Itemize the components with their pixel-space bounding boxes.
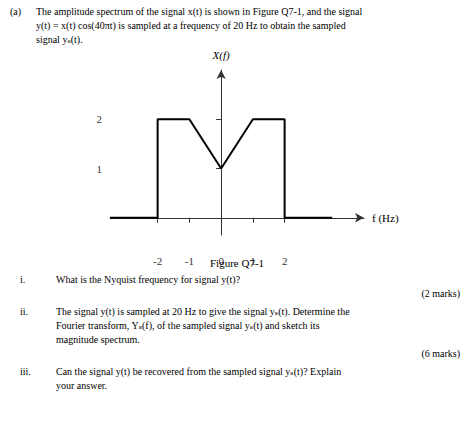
svg-text:y(t) = x(t) cos(40πt) is sampl: y(t) = x(t) cos(40πt) is sampled at a fr…	[36, 20, 346, 32]
svg-text:magnitude spectrum.: magnitude spectrum.	[56, 334, 140, 345]
svg-text:(2 marks): (2 marks)	[421, 288, 460, 300]
svg-text:2: 2	[282, 255, 288, 267]
svg-text:f (Hz): f (Hz)	[372, 212, 399, 225]
svg-text:X(f): X(f)	[212, 49, 230, 62]
svg-text:What is the Nyquist frequency: What is the Nyquist frequency for signal…	[56, 274, 241, 286]
svg-text:ii.: ii.	[20, 306, 28, 317]
svg-text:The amplitude spectrum of the: The amplitude spectrum of the signal x(t…	[36, 6, 363, 18]
svg-text:(6 marks): (6 marks)	[421, 348, 460, 360]
svg-text:i.: i.	[20, 274, 25, 285]
svg-text:-1: -1	[185, 255, 194, 267]
svg-text:-2: -2	[153, 255, 162, 267]
svg-text:The signal y(t) is sampled at: The signal y(t) is sampled at 20 Hz to g…	[56, 306, 350, 318]
svg-text:(a): (a)	[10, 6, 21, 18]
svg-text:1: 1	[97, 163, 103, 175]
svg-text:Figure Q7-1: Figure Q7-1	[210, 257, 264, 269]
svg-text:Fourier transform, Yₛ(f), of t: Fourier transform, Yₛ(f), of the sampled…	[56, 320, 320, 332]
svg-text:Can the signal y(t) be recover: Can the signal y(t) be recovered from th…	[56, 366, 341, 378]
svg-text:2: 2	[97, 113, 103, 125]
svg-text:your answer.: your answer.	[56, 380, 107, 391]
svg-text:iii.: iii.	[20, 366, 31, 377]
svg-text:signal yₛ(t).: signal yₛ(t).	[36, 34, 83, 46]
